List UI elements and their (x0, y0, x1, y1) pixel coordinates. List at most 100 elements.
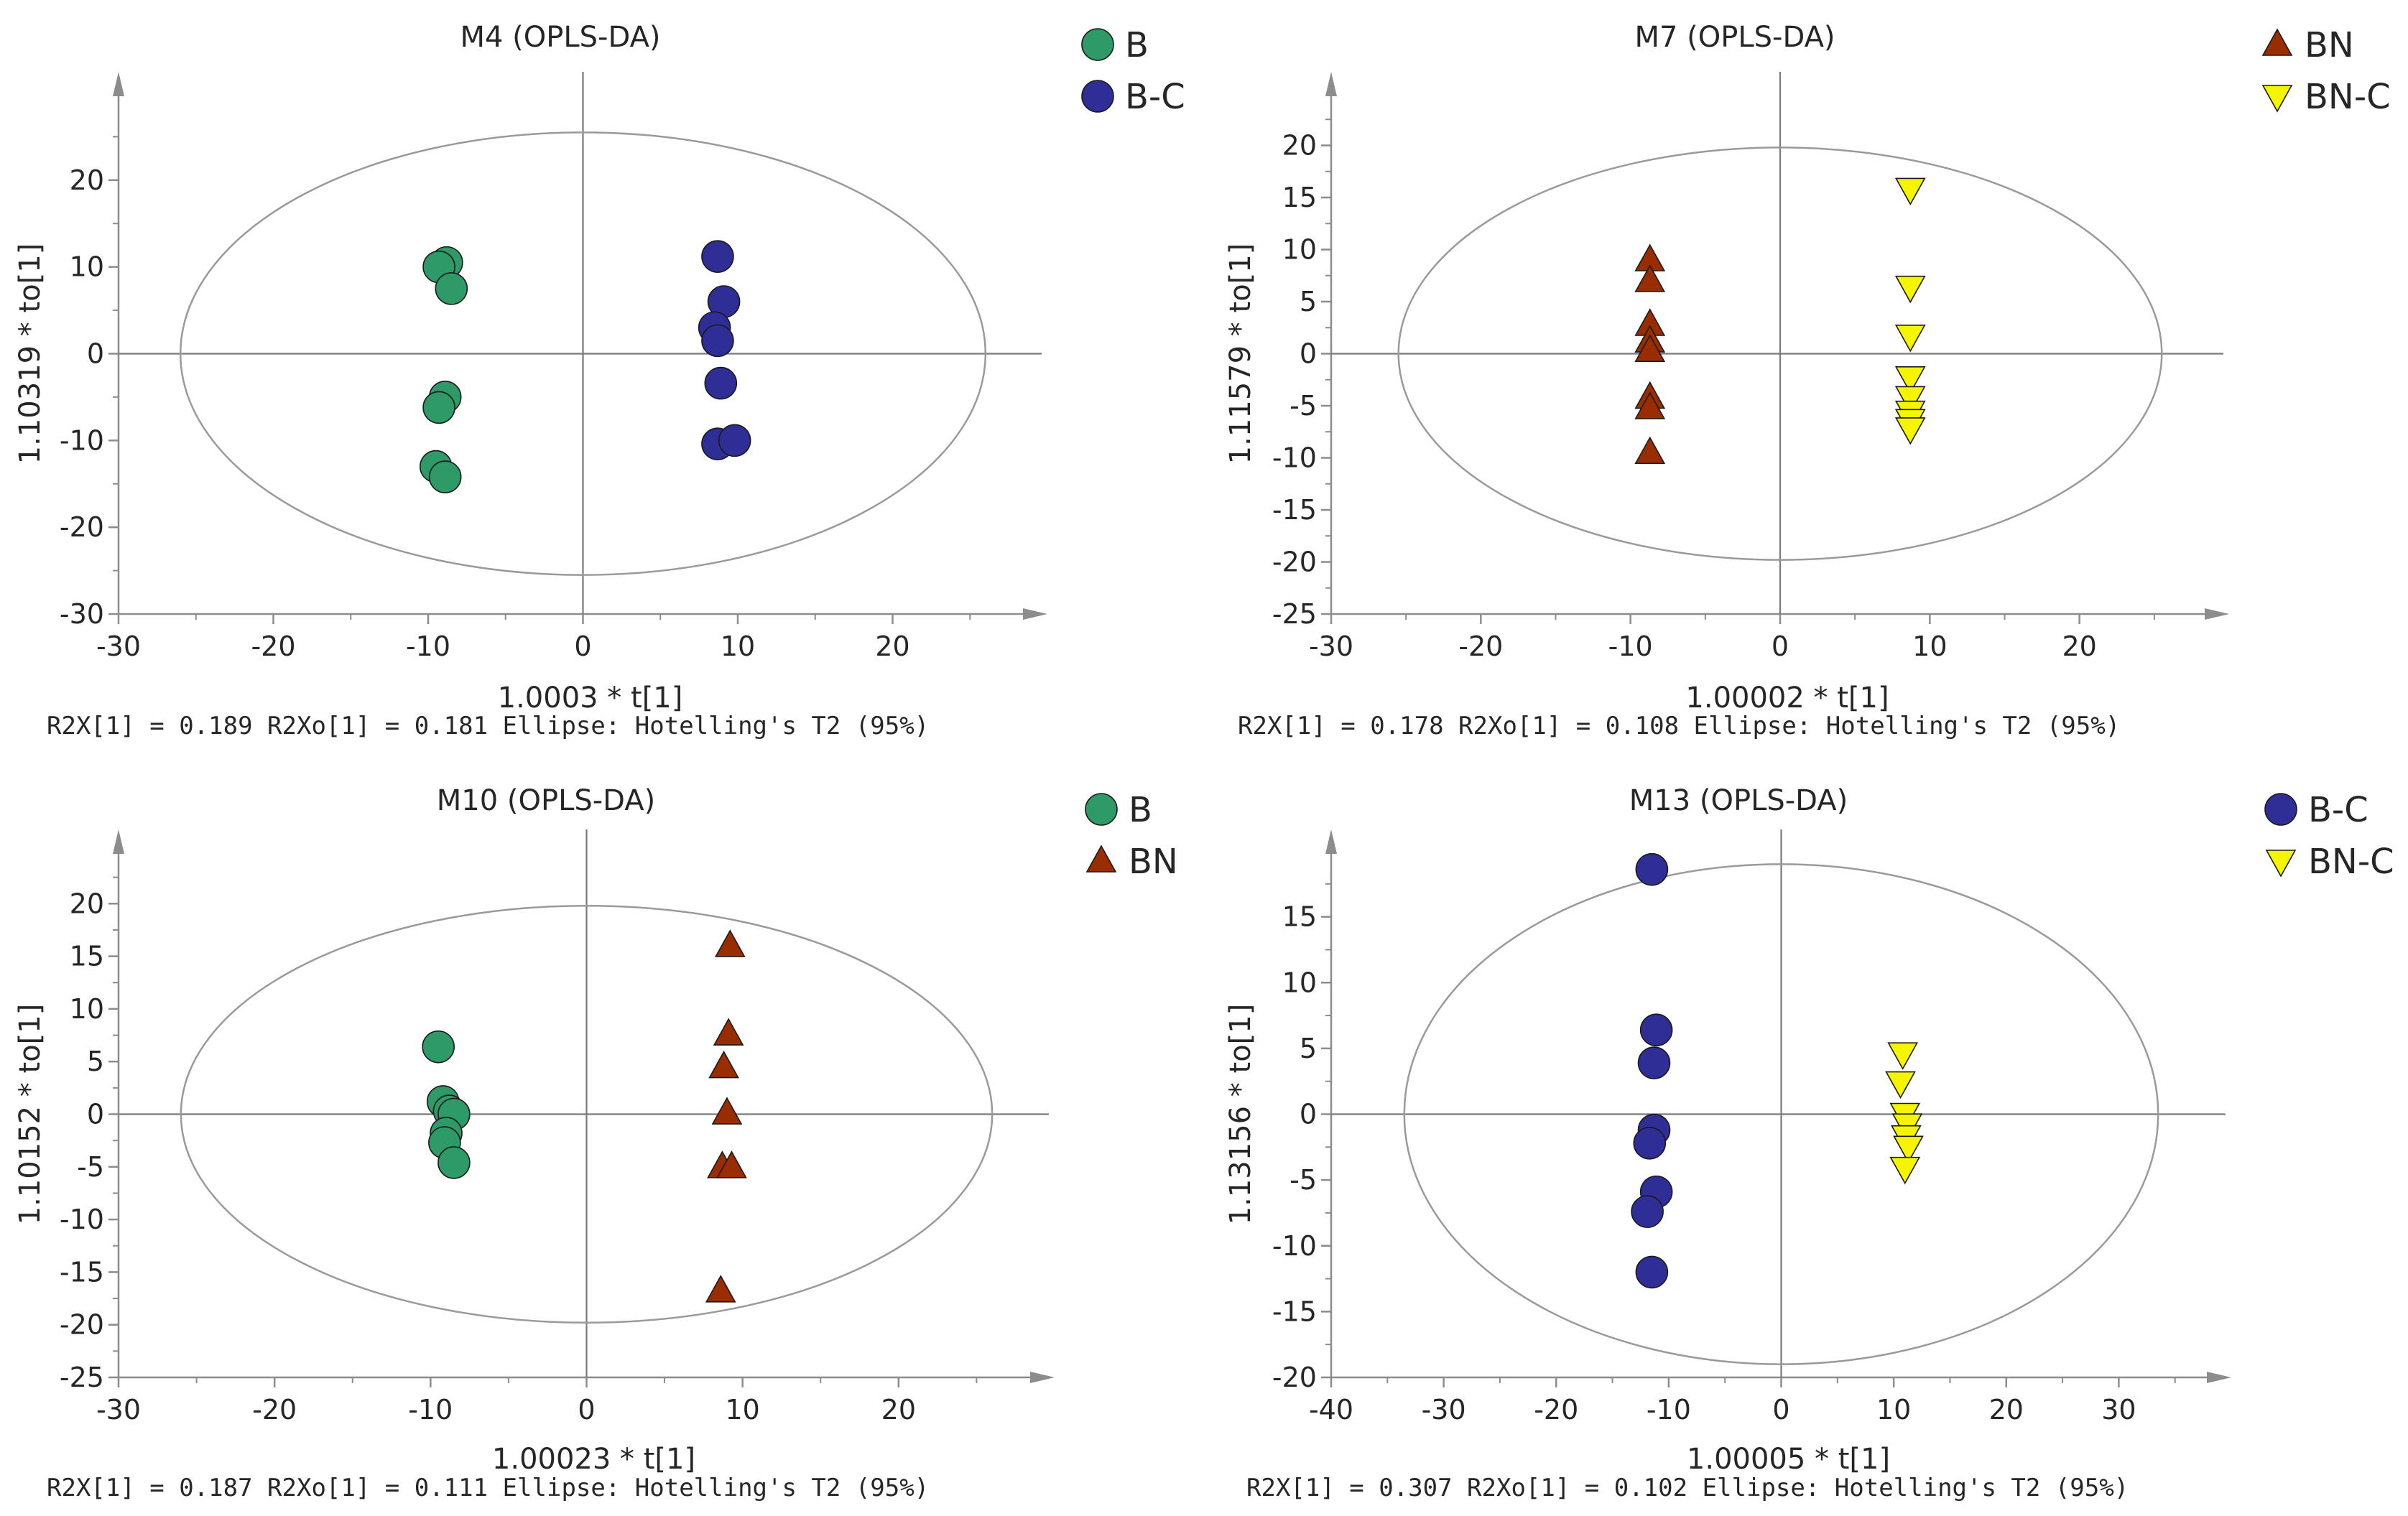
y-tick-label: -10 (60, 424, 104, 456)
x-tick-label: 10 (1912, 631, 1947, 662)
chart-title: M13 (OPLS-DA) (1629, 784, 1848, 817)
y-tick-label: -20 (1272, 1362, 1317, 1393)
y-axis-label: 1.11579 * to[1] (1224, 243, 1257, 465)
data-point (1894, 177, 1926, 206)
data-point (428, 460, 462, 493)
x-tick-label: 0 (574, 631, 591, 662)
x-tick-label: -20 (251, 631, 295, 662)
x-tick-label: 10 (725, 1394, 759, 1426)
data-point (1894, 386, 1926, 414)
x-tick-label: 10 (1876, 1394, 1911, 1426)
x-tick-label: -20 (1534, 1394, 1578, 1426)
x-tick-label: -30 (1422, 1394, 1466, 1426)
y-tick-label: 10 (1282, 967, 1317, 998)
x-tick-label: 20 (881, 1394, 916, 1426)
data-point (708, 1050, 739, 1079)
x-tick-label: 20 (875, 631, 909, 662)
data-point (1634, 391, 1666, 419)
y-tick-label: 10 (70, 251, 104, 283)
x-tick-label: 0 (578, 1394, 595, 1426)
y-tick-label: 10 (1282, 234, 1317, 266)
x-axis-arrow (2207, 1372, 2231, 1383)
data-point (1887, 1042, 1919, 1070)
y-tick-label: 15 (1282, 901, 1317, 933)
model-statistics-footer: R2X[1] = 0.189 R2Xo[1] = 0.181 Ellipse: … (47, 712, 929, 740)
series-b-c (1631, 852, 1673, 1289)
y-tick-label: 5 (1300, 286, 1317, 317)
x-tick-label: 10 (721, 631, 755, 662)
data-point (435, 272, 468, 305)
chart-panel-4: -40 -30 -20 -10 0 10 20 30 -20 -15 -10 -5 0 5 10 15 M13 … (1224, 784, 2394, 1502)
data-point (1894, 417, 1926, 445)
legend-label: BN (2305, 25, 2354, 65)
x-tick-label: 20 (1989, 1394, 2024, 1426)
chart-panel-3: -30 -20 -10 0 10 20 -25 -20 -15 -10 -5 0 5 10 15 20 M10 … (14, 784, 1178, 1502)
legend-label: B (1129, 790, 1152, 830)
x-axis-arrow (1030, 1372, 1055, 1383)
y-axis-label: 1.10319 * to[1] (14, 243, 47, 465)
y-tick-label: -20 (60, 1309, 104, 1341)
legend: BN BN-C (2261, 25, 2391, 117)
y-tick-label: 20 (70, 888, 104, 919)
data-point (1633, 1127, 1667, 1160)
chart-title: M7 (OPLS-DA) (1634, 21, 1835, 54)
legend-marker-bn-c (2265, 850, 2297, 878)
y-tick-label: 20 (70, 164, 104, 196)
y-tick-label: -15 (60, 1256, 104, 1288)
y-axis-arrow (1325, 72, 1337, 96)
y-tick-label: 0 (1300, 1099, 1317, 1130)
data-point (1894, 275, 1926, 304)
x-axis-label: 1.00005 * t[1] (1687, 1443, 1890, 1476)
y-axis-label: 1.13156 * to[1] (1224, 1004, 1257, 1225)
y-tick-label: -10 (1272, 1230, 1317, 1262)
data-point (1893, 1135, 1924, 1163)
x-tick-label: -40 (1309, 1394, 1353, 1426)
data-point (422, 391, 455, 424)
data-point (1889, 1156, 1921, 1185)
legend-marker-b-c (2264, 793, 2297, 826)
data-point (1894, 366, 1926, 394)
data-point (1635, 852, 1669, 886)
x-axis-label: 1.00023 * t[1] (492, 1443, 695, 1476)
y-tick-label: 0 (87, 1099, 104, 1130)
y-tick-label: -5 (1289, 1164, 1317, 1196)
series-bn-c (1885, 1042, 1924, 1185)
y-tick-label: 5 (1300, 1033, 1317, 1064)
x-tick-label: -30 (96, 1394, 141, 1426)
y-tick-label: -15 (1272, 1296, 1317, 1327)
hotelling-ellipse (179, 131, 987, 576)
y-axis-arrow (113, 72, 124, 96)
series-b-c (698, 240, 751, 460)
data-point (701, 240, 734, 273)
x-tick-label: -10 (408, 1394, 453, 1426)
data-point (711, 1097, 743, 1125)
y-tick-label: -30 (60, 598, 104, 630)
data-point (718, 424, 751, 457)
data-point (714, 929, 746, 957)
series-bn (705, 929, 747, 1303)
legend-marker-b (1085, 793, 1118, 826)
x-tick-label: 30 (2101, 1394, 2136, 1426)
y-tick-label: 0 (1300, 338, 1317, 370)
y-tick-label: 20 (1282, 130, 1317, 162)
data-point (1631, 1195, 1664, 1228)
y-tick-label: -5 (1289, 390, 1317, 422)
legend-marker-b-c (1081, 80, 1114, 113)
y-tick-label: 0 (87, 338, 104, 370)
legend-label: BN-C (2308, 842, 2394, 882)
series-b (419, 246, 468, 493)
y-tick-label: 15 (1282, 182, 1317, 213)
x-tick-label: -30 (96, 631, 141, 662)
x-axis-arrow (2205, 608, 2229, 620)
series-b (422, 1030, 471, 1179)
chart-title: M10 (OPLS-DA) (437, 784, 656, 817)
x-tick-label: -30 (1309, 631, 1353, 662)
x-tick-label: 0 (1772, 1394, 1789, 1426)
hotelling-ellipse (1403, 863, 2159, 1365)
x-tick-label: 0 (1772, 631, 1789, 662)
chart-title: M4 (OPLS-DA) (460, 21, 660, 54)
legend-label: B (1125, 25, 1149, 65)
y-axis-label: 1.10152 * to[1] (14, 1004, 47, 1225)
x-tick-label: -20 (252, 1394, 297, 1426)
data-point (713, 1018, 744, 1046)
